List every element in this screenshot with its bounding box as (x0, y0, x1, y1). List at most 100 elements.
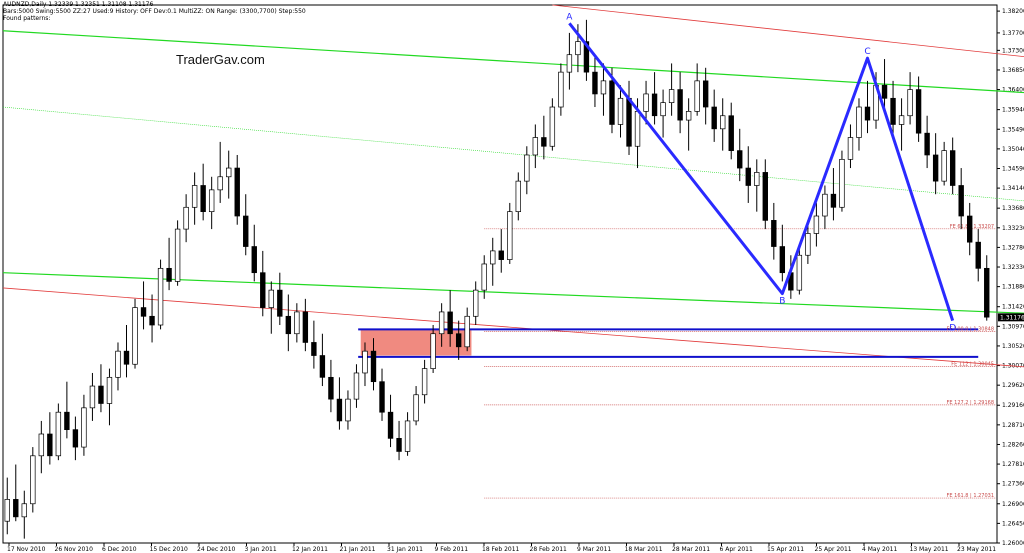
support-zone-box (360, 329, 472, 356)
y-tick-label: 1.33680 (1002, 205, 1024, 212)
y-tick-label: 1.35040 (1002, 146, 1024, 153)
red-channel-lower (2, 287, 1024, 368)
candle (498, 229, 504, 273)
candle (881, 59, 888, 112)
candle-body (260, 272, 266, 308)
y-tick-label: 1.31880 (1002, 284, 1024, 291)
candle-body (805, 233, 811, 256)
x-tick-label: 6 Apr 2011 (720, 546, 753, 553)
candle-body (583, 41, 590, 73)
candle (328, 359, 334, 413)
y-tick-label: 1.28260 (1002, 441, 1024, 448)
y-tick-label: 1.33230 (1002, 225, 1024, 232)
candle-body (123, 350, 130, 365)
watermark-text: TraderGav.com (176, 52, 265, 67)
candle-body (396, 438, 402, 452)
candle-body (890, 97, 896, 125)
x-tick-label: 18 Feb 2011 (482, 546, 520, 553)
candle (677, 72, 683, 134)
candle (302, 298, 309, 352)
candle (251, 224, 257, 282)
candle (234, 154, 240, 225)
candle-body (89, 385, 96, 409)
candle-body (98, 385, 104, 404)
candle (490, 237, 496, 286)
candle (200, 163, 206, 221)
candle (166, 237, 172, 291)
candle (932, 133, 939, 195)
candle-body (157, 267, 164, 326)
x-tick-label: 6 Dec 2010 (102, 546, 137, 553)
candle-body (856, 106, 862, 138)
candle-body (217, 176, 223, 191)
candle-body (243, 215, 249, 247)
green-channel-lower (2, 272, 1024, 314)
candle-body (30, 455, 36, 505)
x-tick-label: 9 Mar 2011 (577, 546, 611, 553)
candle-body (660, 102, 666, 117)
candle (600, 63, 607, 116)
candle-body (566, 54, 573, 73)
x-tick-label: 25 Apr 2011 (815, 546, 852, 553)
candle (524, 146, 530, 195)
y-tick-label: 1.30520 (1002, 343, 1024, 350)
y-tick-label: 1.29620 (1002, 382, 1024, 389)
candle (856, 98, 862, 151)
candle-body (13, 499, 19, 518)
y-tick-label: 1.30970 (1002, 323, 1024, 330)
pattern-point-label: C (864, 47, 870, 57)
candle-body (532, 137, 539, 156)
candle-body (81, 407, 87, 448)
candle (566, 32, 573, 90)
candle-body (166, 267, 172, 282)
candle (541, 115, 547, 160)
candle-body (268, 289, 274, 308)
x-tick-label: 21 Jan 2011 (340, 546, 376, 553)
candle (106, 368, 113, 426)
candle-body (72, 429, 79, 448)
candle (277, 272, 283, 326)
green-channel-upper (2, 30, 1024, 94)
candle (711, 89, 717, 142)
candle (813, 202, 820, 247)
candle (47, 412, 53, 465)
y-tick-label: 1.35490 (1002, 126, 1024, 133)
candle-body (421, 368, 428, 396)
candle-body (336, 398, 343, 422)
candle-body (149, 315, 155, 326)
candle-body (549, 106, 556, 147)
candle-body (294, 311, 300, 335)
candle (890, 80, 896, 138)
candle (13, 464, 19, 522)
candle (243, 194, 249, 256)
candle-body (975, 241, 981, 269)
candle (387, 394, 394, 448)
candle-body (958, 185, 964, 217)
candle-body (881, 84, 888, 99)
candle (617, 85, 624, 138)
candle-body (702, 80, 709, 108)
candle (839, 150, 845, 212)
candle-body (668, 89, 675, 104)
candle (745, 146, 751, 203)
plot-frame (2, 4, 998, 544)
candle-body (302, 311, 309, 343)
candle-body (200, 185, 206, 213)
candle-body (38, 433, 45, 457)
fib-level-label: FE 112 | 1.30045 (951, 362, 994, 368)
candle (762, 159, 768, 230)
candle-body (430, 333, 436, 369)
candle-body (226, 167, 232, 178)
candle (4, 477, 10, 535)
candle (924, 115, 930, 169)
candle (473, 281, 479, 326)
candle (362, 342, 368, 387)
candle-body (907, 89, 913, 117)
candle-body (345, 398, 351, 422)
candle (123, 325, 130, 378)
candle (481, 255, 487, 299)
candle (336, 377, 343, 430)
candle-body (353, 372, 360, 400)
candle (421, 359, 428, 404)
